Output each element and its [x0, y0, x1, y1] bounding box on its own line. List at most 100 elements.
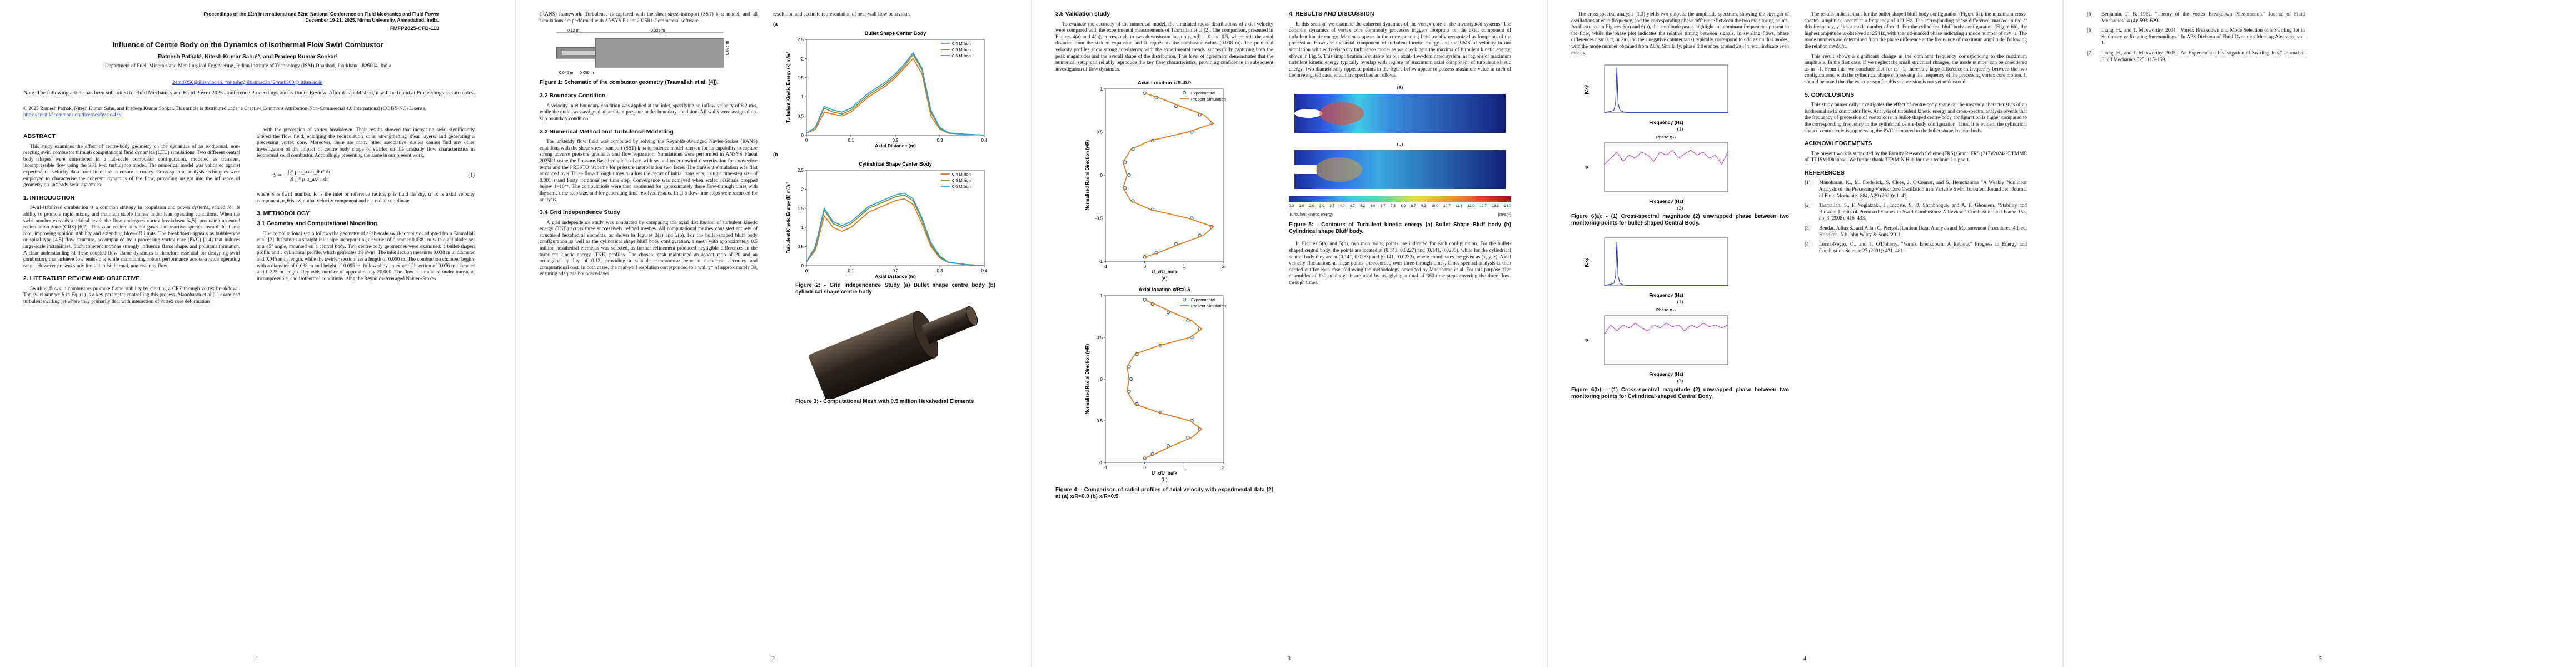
copyright-text: © 2025 Ratnesh Pathak, Nitesh Kumar Sahu…	[23, 106, 427, 111]
series-line	[1604, 67, 1728, 113]
reference-text: Liang, H., and T. Maxworthy. 2004. "Vort…	[2101, 27, 2305, 46]
y-axis-label: φ	[1584, 166, 1589, 169]
series-line	[1604, 322, 1728, 335]
legend-label: 0.4 Million	[952, 41, 971, 46]
x-tick-label: 0	[1143, 264, 1146, 269]
dim-label-top1: 0.12 m	[567, 29, 580, 33]
x-axis-label: Frequency (Hz)	[1649, 120, 1683, 125]
lit-paragraph: Swirling flows in combustors promote fla…	[23, 285, 240, 305]
figure3-caption: Figure 3: - Computational Mesh with 0.5 …	[795, 398, 974, 405]
paper-id: FMFP2025-CFD-113	[390, 26, 439, 32]
license-link[interactable]: https://creativecommons.org/licenses/by-…	[23, 112, 122, 117]
page3-left-column: 3.5 Validation study To evaluate the acc…	[1055, 11, 1273, 500]
colorbar-tick: 9.3	[1421, 204, 1426, 208]
y-tick-label: 0	[1100, 377, 1103, 382]
series-line	[806, 52, 985, 136]
y-tick-label: 2.5	[798, 168, 804, 173]
legend-label: Experimental	[1191, 297, 1215, 302]
review-note: Note: The following article has been sub…	[23, 90, 475, 96]
series-line	[1122, 93, 1215, 258]
y-tick-label: 1	[1100, 87, 1103, 92]
validation-chart-xr0: Axial Location x/R=0.0 -1 0 1 2 -1 -0.5 0 0.5 1 U_…	[1085, 80, 1226, 275]
legend-label: 0.5 Million	[952, 178, 971, 183]
mesh-inlet	[921, 306, 976, 344]
colorbar-tick: 4.7	[1349, 204, 1355, 208]
page2-left-column: (RANS) framework. Turbulence is captured…	[540, 11, 758, 281]
page1-left-column: ABSTRACT This study examines the effect …	[23, 127, 240, 308]
y-axis-label: φ	[1584, 339, 1589, 342]
reference-number: [5]	[2087, 11, 2093, 17]
x-tick-label: 0.1	[848, 138, 854, 143]
reference-text: Taamallah, S., F. Vogiatzaki, J. Lacoste…	[1819, 202, 2027, 221]
boundary-heading: 3.2 Boundary Condition	[540, 92, 606, 99]
colorbar-tick: 10.7	[1443, 204, 1451, 208]
page-number-3: 3	[1288, 656, 1291, 662]
dim-label-top2: 0.225 m	[651, 29, 665, 33]
contour-centrebody-b	[1294, 165, 1317, 175]
data-point	[1129, 377, 1133, 381]
plot-frame	[1105, 88, 1224, 262]
x-axis-label: Frequency (Hz)	[1649, 198, 1683, 204]
y-tick-label: 0	[1100, 173, 1103, 178]
series-line	[806, 195, 985, 267]
y-tick-label: -1	[1099, 259, 1103, 264]
phase-plot-bullet: Phase φ₁₂ Frequency (Hz) φ	[1584, 135, 1728, 204]
mesh-rendering	[809, 306, 978, 399]
page4-right-column: The results indicate that, for the bulle…	[1805, 11, 2027, 257]
intro-heading: 1. INTRODUCTION	[23, 194, 75, 201]
x-axis-label: Frequency (Hz)	[1649, 371, 1683, 377]
colorbar-tick: 3.0	[1319, 204, 1324, 208]
intro-paragraph: Swirl-stabilized combustion is a common …	[23, 205, 240, 268]
validation-heading: 3.5 Validation study	[1055, 11, 1110, 17]
y-axis-label: |Cxy|	[1584, 257, 1589, 267]
colorbar-tick: 6.0	[1370, 204, 1376, 208]
results-paragraph-2: In Figures 5(a) and 5(b), two monitoring…	[1289, 241, 1511, 285]
equation-fraction: ∫₀ᴿ ρ u_ax u_θ r² dr R ∫₀ᴿ ρ u_ax² r dr	[285, 169, 333, 182]
legend-label: 0.5 Million	[952, 47, 971, 52]
equation-lhs: S =	[273, 172, 281, 179]
x-tick-label: 0.2	[892, 138, 899, 143]
reference-number: [4]	[1805, 241, 1811, 247]
equation-numerator: ∫₀ᴿ ρ u_ax u_θ r² dr	[285, 169, 333, 176]
x-tick-label: 0	[805, 138, 808, 143]
legend-marker	[1182, 91, 1187, 95]
results-paragraph-1: In this section, we examine the coherent…	[1289, 21, 1511, 78]
colorbar-tick: 2.0	[1309, 204, 1314, 208]
x-tick-label: 0.2	[892, 268, 899, 273]
series-line	[1604, 150, 1728, 165]
swirl-equation: S = ∫₀ᴿ ρ u_ax u_θ r² dr R ∫₀ᴿ ρ u_ax² r…	[273, 169, 475, 182]
paper-title: Influence of Centre Body on the Dynamics…	[112, 41, 383, 49]
figure2-caption: Figure 2: - Grid Independence Study (a) …	[795, 282, 995, 295]
page-2: (RANS) framework. Turbulence is captured…	[516, 0, 1031, 667]
colorbar-ticks: 0.0 1.0 2.0 3.0 3.7 4.0 4.7 5.3 6.0 6.7 7.3 8.0 8.7 9…	[1289, 203, 1511, 210]
dates-line: December 19-21, 2025, Nirma University, …	[305, 17, 439, 23]
abstract-text: This study examines the effect of centre…	[23, 143, 240, 188]
equation-number: (1)	[468, 172, 475, 179]
y-tick-label: 2	[801, 57, 804, 62]
chart-title: Phase φ₁₂	[1656, 135, 1676, 140]
methodology-paragraph-2: (RANS) framework. Turbulence is captured…	[540, 11, 758, 23]
x-tick-label: 0	[1143, 465, 1146, 470]
figure4-caption: Figure 4: - Comparison of radial profile…	[1055, 486, 1273, 500]
plot-frame	[1604, 64, 1728, 113]
reference-item: [1] Manoharan, K., M. Frederick, S. Clees…	[1805, 180, 2027, 199]
proceedings-line: Proceedings of the 12th International an…	[203, 11, 439, 17]
x-axis-label: Frequency (Hz)	[1649, 292, 1683, 298]
colorbar-tick: 5.3	[1360, 204, 1366, 208]
page3-right-column: 4. RESULTS AND DISCUSSION In this sectio…	[1289, 11, 1511, 289]
legend-label: Present Simulation	[1191, 97, 1226, 102]
combustion-chamber	[595, 38, 724, 68]
y-axis-label: Normalized Radial Direction (y/R)	[1085, 140, 1090, 211]
series-line	[806, 58, 985, 136]
emails[interactable]: 24mt0356@iitism.ac.in, *niteshs@iitism.a…	[172, 80, 323, 86]
conference-header: Proceedings of the 12th International an…	[83, 11, 439, 32]
dim-label-b1: 0.045 m	[559, 71, 573, 75]
validation-chart-xr05: Axial location x/R=0.5 -1 0 1 2 -1 -0.5 0 0.5 1 U_…	[1085, 287, 1226, 476]
dim-label-b2: 0.050 m	[580, 71, 594, 75]
page-separator	[515, 0, 516, 667]
fig4a-label: (a)	[1161, 276, 1168, 282]
numerical-heading: 3.3 Numerical Method and Turbulence Mode…	[540, 128, 674, 135]
geometry-paragraph: The computational setup follows the geom…	[257, 230, 475, 281]
data-point	[1127, 173, 1131, 177]
series-line	[806, 198, 985, 267]
